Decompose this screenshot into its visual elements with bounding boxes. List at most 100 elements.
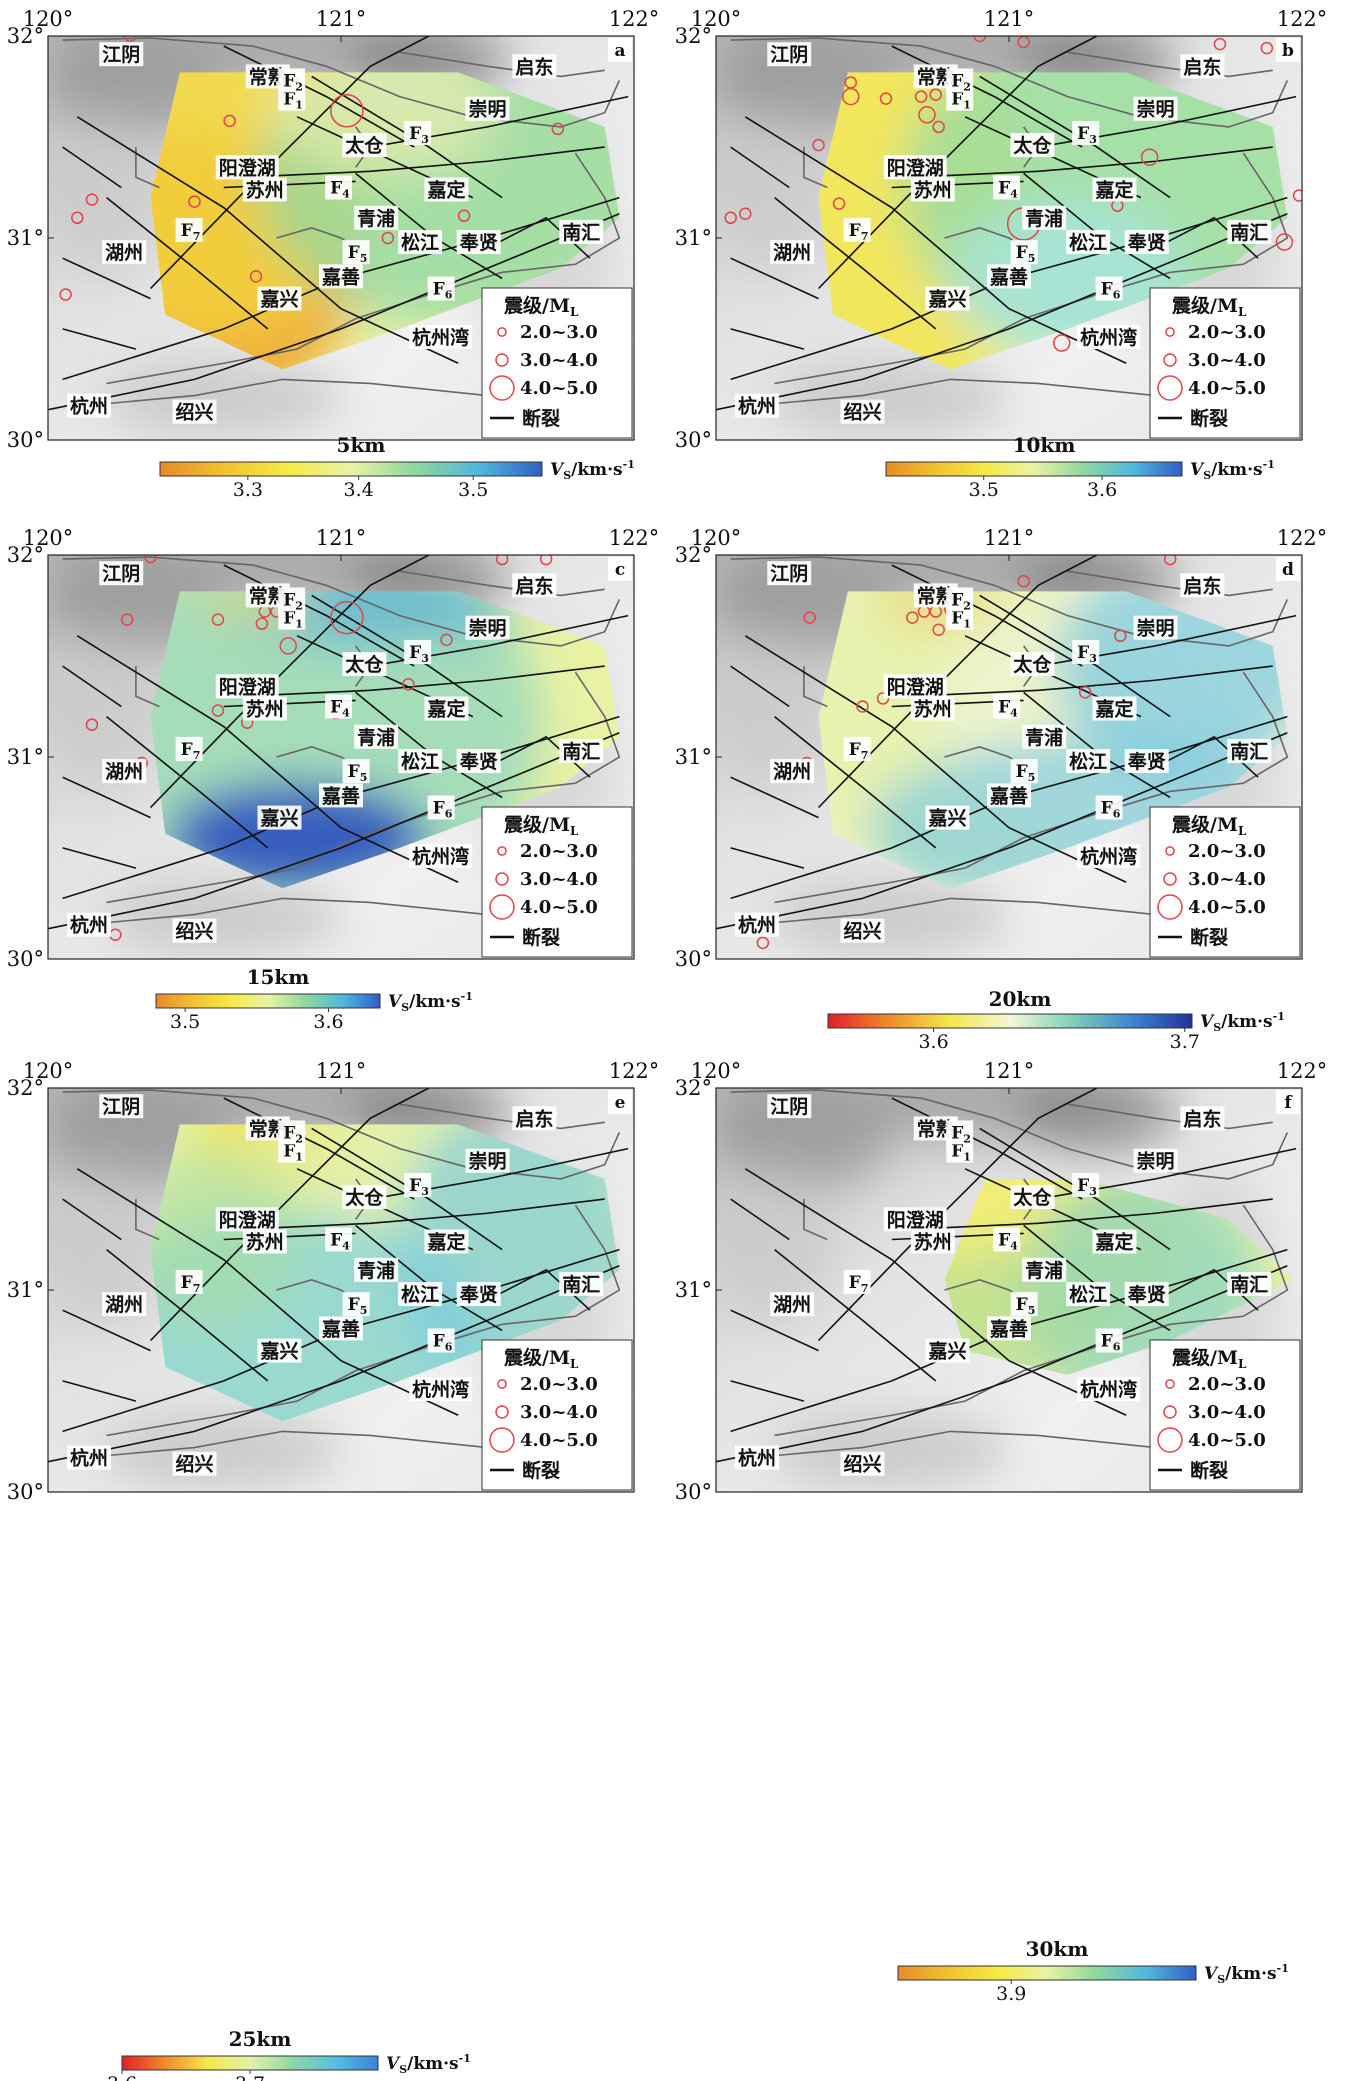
- label-box: [925, 1338, 970, 1363]
- place-name: 绍兴: [175, 1453, 213, 1476]
- latitude-label: 32°: [675, 543, 712, 567]
- fault-line: [716, 213, 1288, 411]
- fault-label-F3: F3: [404, 120, 432, 146]
- place-label-qingpu: 青浦: [354, 205, 399, 230]
- label-box: [1077, 1376, 1141, 1401]
- place-name: 嘉善: [321, 265, 360, 288]
- place-label-hangzhou: 杭州: [67, 1445, 112, 1470]
- colorbar-tick-label: 3.5: [458, 479, 488, 501]
- earthquake-marker: [279, 637, 298, 655]
- label-box: [1066, 1282, 1111, 1307]
- fault-line: [62, 776, 151, 819]
- colorbar-tick-label: 3.7: [235, 2073, 265, 2081]
- earthquake-marker: [120, 613, 134, 626]
- place-name: 南汇: [1230, 741, 1268, 763]
- place-label-huzhou: 湖州: [770, 759, 815, 784]
- fault-line: [730, 665, 790, 708]
- earthquake-marker: [211, 704, 225, 717]
- fault-name: F7: [181, 740, 201, 762]
- place-name: 崇明: [468, 98, 506, 121]
- earthquake-marker: [739, 207, 752, 221]
- label-box: [175, 217, 203, 242]
- fault-label-F2: F2: [278, 587, 306, 612]
- coastline: [62, 37, 621, 128]
- earthquake-marker: [932, 120, 945, 134]
- fault-label-F5: F5: [1010, 1292, 1038, 1317]
- label-box: [910, 1229, 955, 1254]
- fault-name: F5: [348, 243, 368, 265]
- legend-fault-label: 断裂: [1190, 407, 1228, 430]
- fault-letter: F: [1016, 762, 1028, 782]
- colorbar-tick-label: 3.6: [1087, 479, 1117, 501]
- fault-name: F3: [1077, 1176, 1097, 1198]
- fault-label-F6: F6: [427, 1328, 455, 1354]
- label-box: [1072, 639, 1100, 664]
- fault-letter: F: [849, 740, 861, 760]
- label-box: [1124, 749, 1169, 774]
- label-box: [770, 759, 815, 784]
- fault-subscript: 2: [295, 599, 303, 612]
- place-label-qingpu: 青浦: [1022, 205, 1067, 230]
- place-name: 松江: [401, 231, 439, 254]
- fault-line: [62, 1380, 137, 1402]
- place-name: 绍兴: [843, 401, 881, 424]
- legend-marker: [1157, 1427, 1183, 1453]
- place-name: 松江: [1069, 1283, 1107, 1306]
- label-box: [735, 912, 780, 937]
- label-box: [456, 230, 501, 255]
- place-name: 常熟: [249, 65, 287, 88]
- panel-letter-text: b: [1282, 41, 1294, 61]
- fault-subscript: 4: [342, 1240, 350, 1253]
- colorbar-tick-label: 3.4: [344, 479, 374, 501]
- label-box: [1180, 54, 1225, 79]
- colorbar: 3.6 3.7 VS/km·s-1: [107, 2052, 471, 2081]
- legend-marker: [1165, 846, 1175, 856]
- place-label-jiashan: 嘉善: [319, 783, 363, 808]
- fault-line: [238, 146, 605, 179]
- fault-line: [62, 1198, 122, 1241]
- legend: 震级/ML 2.0~3.0 3.0~4.0 4.0~5.0 断裂: [481, 1339, 633, 1491]
- earthquake-marker: [914, 90, 928, 103]
- fault-subscript: 2: [963, 80, 971, 93]
- coastline: [803, 1199, 828, 1241]
- longitude-label: 122°: [609, 7, 660, 31]
- label-box: [1180, 1106, 1225, 1131]
- earthquake-marker: [842, 87, 860, 106]
- fault-line: [223, 45, 415, 148]
- place-name: 南汇: [1230, 222, 1268, 244]
- place-name: 杭州湾: [1080, 845, 1137, 868]
- earthquake-marker: [223, 114, 236, 128]
- legend-title-main: 震级/M: [504, 813, 570, 836]
- place-name: 奉贤: [459, 750, 498, 773]
- legend-item-label: 3.0~4.0: [520, 1402, 598, 1423]
- earthquake-marker: [381, 231, 395, 245]
- label-box: [456, 749, 501, 774]
- place-label-suzhou: 苏州: [910, 177, 955, 202]
- place-name: 阳澄湖: [219, 156, 276, 179]
- latitude-label: 31°: [675, 226, 712, 250]
- earthquake-marker: [918, 106, 936, 124]
- place-name: 阳澄湖: [887, 1208, 944, 1231]
- fault-line: [817, 1088, 1098, 1342]
- unit-subscript: S: [399, 2063, 407, 2076]
- place-name: 湖州: [105, 242, 143, 264]
- label-box: [215, 1207, 279, 1232]
- place-name: 湖州: [105, 1294, 143, 1316]
- fault-line: [891, 45, 1083, 148]
- earthquake-marker: [144, 555, 157, 564]
- label-box: [512, 1106, 557, 1131]
- coastline: [730, 37, 1289, 128]
- label-box: [409, 1376, 473, 1401]
- label-box: [1095, 276, 1123, 301]
- colorbar: 3.5 3.6 VS/km·s-1: [155, 990, 473, 1033]
- colorbar-tick-label: 3.5: [170, 1011, 200, 1033]
- label-box: [1077, 324, 1141, 349]
- fault-subscript: 3: [1089, 652, 1097, 665]
- relief-shade: [716, 1088, 894, 1189]
